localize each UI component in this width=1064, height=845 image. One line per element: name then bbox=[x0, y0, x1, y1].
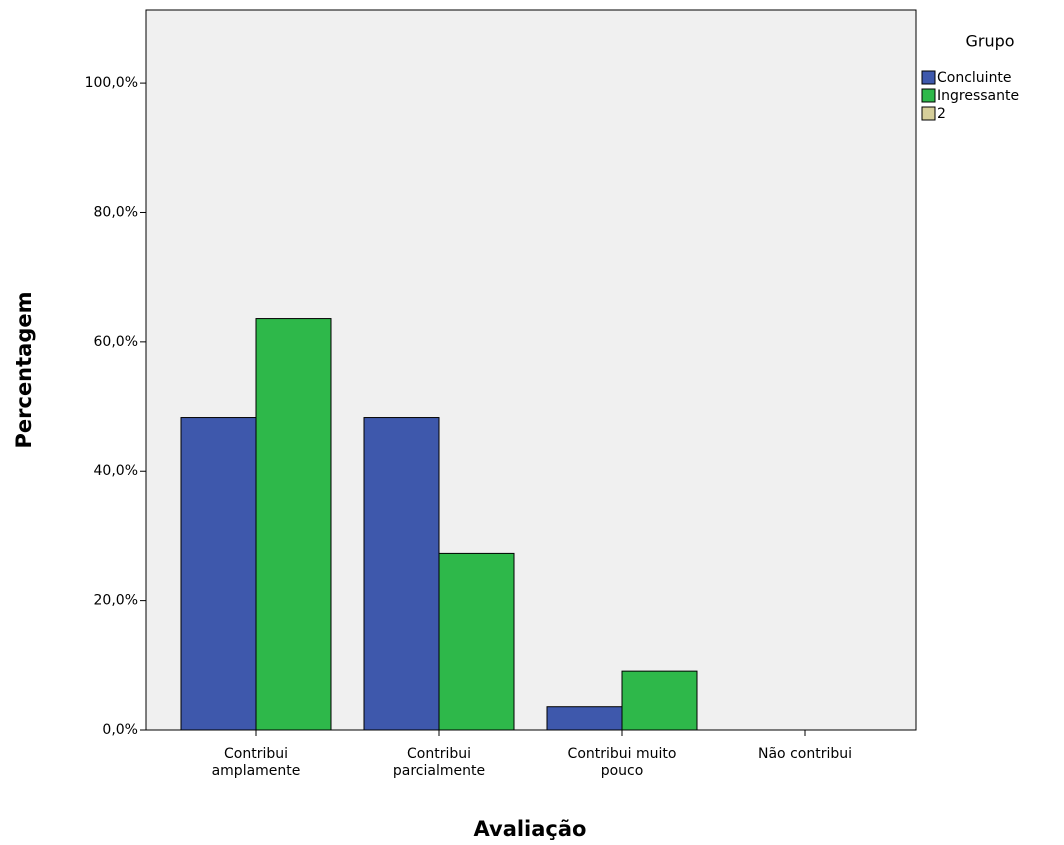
legend-label: Concluinte bbox=[937, 70, 1012, 86]
y-tick-label: 20,0% bbox=[94, 593, 138, 609]
bar bbox=[438, 552, 515, 731]
x-tick-label: Contribui muito pouco bbox=[567, 746, 677, 779]
bar bbox=[255, 318, 332, 731]
y-tick-label: 80,0% bbox=[94, 204, 138, 220]
legend-label: Ingressante bbox=[937, 88, 1019, 104]
legend-label: 2 bbox=[937, 106, 946, 122]
legend-swatch bbox=[921, 106, 936, 121]
legend-swatch bbox=[921, 70, 936, 85]
x-tick-label: Não contribui bbox=[758, 746, 852, 762]
bar bbox=[621, 670, 698, 731]
y-axis-title: Percentagem bbox=[12, 292, 36, 449]
bar bbox=[363, 417, 440, 731]
x-tick-label: Contribui amplamente bbox=[211, 746, 301, 779]
x-axis-title: Avaliação bbox=[474, 817, 587, 841]
y-tick-label: 60,0% bbox=[94, 334, 138, 350]
x-tick-label: Contribui parcialmente bbox=[392, 746, 486, 779]
legend-swatch bbox=[921, 88, 936, 103]
bar bbox=[546, 706, 623, 731]
y-tick-label: 100,0% bbox=[85, 75, 138, 91]
bar bbox=[180, 417, 257, 731]
legend-title: Grupo bbox=[965, 32, 1014, 51]
y-tick-label: 0,0% bbox=[102, 722, 138, 738]
y-tick-label: 40,0% bbox=[94, 463, 138, 479]
